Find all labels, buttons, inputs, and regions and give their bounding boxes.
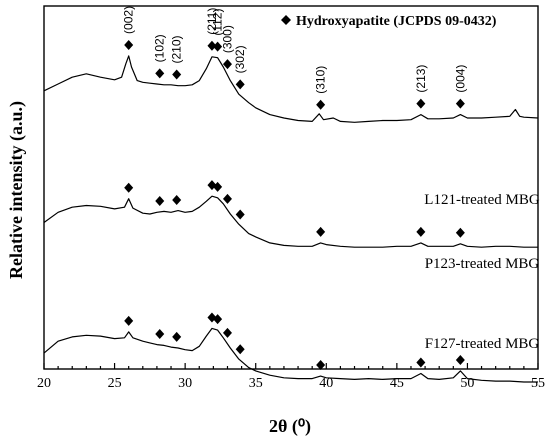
peak-label: (300) [220, 25, 234, 53]
y-axis-title: Relative intensity (a.u.) [6, 101, 27, 279]
legend: Hydroxyapatite (JCPDS 09-0432) [281, 14, 497, 29]
hydroxyapatite-diamond-icon [316, 360, 326, 371]
hydroxyapatite-diamond-icon [124, 182, 134, 193]
plot-frame [43, 5, 539, 370]
x-tick-label: 45 [390, 376, 404, 391]
axes: 20 25 30 35 40 45 50 55 [37, 5, 545, 391]
legend-label: Hydroxyapatite (JCPDS 09-0432) [296, 14, 497, 29]
hydroxyapatite-diamond-icon [416, 98, 426, 109]
legend-diamond-icon [281, 15, 291, 25]
hydroxyapatite-diamond-icon [213, 41, 223, 52]
x-tick-label: 40 [319, 376, 333, 391]
series-line-3 [43, 327, 538, 383]
hydroxyapatite-diamond-icon [235, 344, 245, 355]
hydroxyapatite-diamond-icon [455, 227, 465, 238]
series-line-1 [43, 55, 539, 123]
peak-label: (302) [233, 45, 247, 73]
x-tick-label: 55 [531, 376, 545, 391]
series-line-2 [43, 195, 538, 248]
peak-label: (004) [453, 65, 467, 93]
hydroxyapatite-diamond-icon [235, 79, 245, 90]
series-label-3: F127-treated MBG [425, 336, 540, 352]
peak-label: (213) [414, 65, 428, 93]
x-tick-label: 25 [108, 376, 122, 391]
x-tick-label: 30 [178, 376, 192, 391]
hydroxyapatite-diamond-icon [213, 314, 223, 325]
peak-label: (102) [153, 34, 167, 62]
hydroxyapatite-diamond-icon [155, 328, 165, 339]
hydroxyapatite-diamond-icon [155, 68, 165, 79]
x-tick-label: 20 [37, 376, 51, 391]
hydroxyapatite-diamond-icon [416, 226, 426, 237]
hydroxyapatite-diamond-icon [222, 59, 232, 70]
hydroxyapatite-diamond-icon [416, 357, 426, 368]
hydroxyapatite-diamond-icon [213, 181, 223, 192]
hydroxyapatite-diamond-icon [235, 209, 245, 220]
hydroxyapatite-diamond-icon [124, 315, 134, 326]
hydroxyapatite-diamond-icon [155, 195, 165, 206]
peak-label: (210) [170, 36, 184, 64]
hydroxyapatite-diamond-icon [172, 331, 182, 342]
hydroxyapatite-diamond-icon [316, 226, 326, 237]
plot-area: (002) (102) (210) (211)(112)(300)(302) (310)… [43, 6, 540, 383]
peak-label: (002) [122, 6, 136, 34]
series-label-2: P123-treated MBG [425, 256, 540, 272]
x-axis-title: 2θ (⁰) [269, 416, 311, 437]
x-tick-label: 50 [460, 376, 474, 391]
hydroxyapatite-diamond-icon [172, 194, 182, 205]
x-tick-label: 35 [249, 376, 263, 391]
peak-label: (310) [314, 66, 328, 94]
hydroxyapatite-diamond-icon [455, 98, 465, 109]
hydroxyapatite-diamond-icon [207, 40, 217, 51]
hydroxyapatite-diamond-icon [222, 327, 232, 338]
peak-label: (211) [205, 8, 219, 35]
hydroxyapatite-diamond-icon [172, 69, 182, 80]
hydroxyapatite-diamond-icon [124, 39, 134, 50]
hydroxyapatite-diamond-icon [316, 99, 326, 110]
hydroxyapatite-diamond-icon [222, 193, 232, 204]
series-label-1: L121-treated MBG [424, 192, 540, 208]
hydroxyapatite-diamond-icon [455, 354, 465, 365]
peak-label: (112) [211, 9, 225, 36]
